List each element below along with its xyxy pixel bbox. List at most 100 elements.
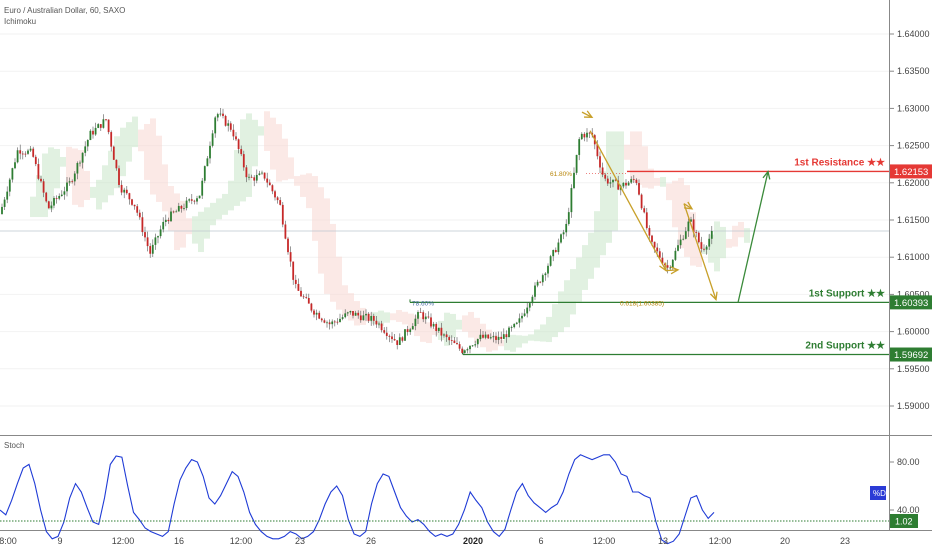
candle-body [183, 208, 185, 209]
candle-body [469, 345, 471, 350]
candle-body [294, 279, 297, 284]
cloud-segment [246, 113, 252, 197]
candle-body [492, 336, 495, 338]
candle-body [279, 200, 282, 205]
candle-body [357, 312, 360, 316]
cloud-segment [408, 313, 414, 331]
cloud-segment [714, 221, 720, 272]
cloud-segment [96, 179, 102, 210]
candle-body [313, 310, 315, 315]
candle-body [682, 238, 685, 240]
candle-body [703, 248, 705, 250]
cloud-segment [282, 138, 288, 181]
candle-body [76, 162, 79, 174]
candle-body [336, 321, 339, 323]
candle-body [497, 336, 500, 340]
candle-body [375, 320, 378, 325]
time-tick-label: 9 [57, 536, 62, 546]
time-tick-label: 23 [840, 536, 850, 546]
candle-body [601, 167, 604, 175]
candle-body [630, 179, 633, 183]
cloud-segment [372, 312, 378, 324]
candle-body [214, 117, 217, 134]
candle-body [352, 311, 354, 316]
cloud-segment [414, 315, 420, 337]
candle-body [523, 313, 526, 316]
cloud-segment [654, 177, 660, 186]
candle-body [188, 199, 191, 201]
candle-body [414, 318, 417, 327]
candle-body [141, 217, 144, 233]
candle-body [287, 238, 289, 253]
cloud-segment [132, 116, 138, 148]
cloud-segment [552, 304, 558, 338]
cloud-segment [348, 293, 354, 321]
candle-body [84, 146, 87, 153]
arrow-head [709, 291, 718, 302]
candle-body [388, 335, 391, 337]
candle-body [331, 321, 334, 325]
candle-body [664, 263, 666, 266]
candle-body [635, 179, 638, 184]
cloud-segment [78, 150, 84, 208]
candle-body [567, 212, 570, 224]
candle-body [237, 139, 240, 150]
candle-body [201, 180, 204, 196]
candle-body [396, 340, 399, 345]
cloud-segment [696, 239, 702, 267]
stoch-legend-box [870, 486, 886, 500]
candle-body [42, 181, 45, 193]
candle-body [669, 267, 672, 269]
candle-body [521, 315, 523, 319]
candle-body [162, 221, 165, 230]
candle-body [203, 166, 206, 181]
candle-body [487, 334, 490, 339]
candle-body [648, 228, 651, 236]
cloud-segment [180, 200, 186, 248]
candle-body [138, 212, 141, 218]
level-price-box [890, 164, 932, 179]
indicator-name: Ichimoku [4, 17, 37, 26]
fib-label: 0.618(1.60385) [620, 301, 664, 308]
candle-body [99, 124, 102, 128]
price-axis: 1.64000 1.63500 1.63000 1.62500 1.62000 1.615… [889, 29, 930, 411]
cloud-segment [720, 226, 726, 259]
candle-body [687, 221, 690, 232]
projection-line [581, 111, 593, 118]
candle-body [310, 303, 313, 311]
stoch-tick-label: 80.00 [897, 457, 920, 467]
candle-body [417, 312, 419, 319]
candle-body [370, 315, 373, 321]
candle-body [328, 322, 331, 325]
candle-body [167, 219, 170, 222]
cloud-segment [588, 232, 594, 279]
cloud-segment [390, 313, 396, 321]
cloud-segment [300, 174, 306, 197]
candle-body [110, 132, 113, 147]
candle-body [120, 184, 123, 193]
candle-body [305, 297, 308, 298]
candle-body [229, 123, 232, 130]
candle-body [206, 158, 209, 167]
stoch-level-value: 1.02 [895, 517, 913, 527]
cloud-segment [270, 117, 276, 170]
candle-body [216, 114, 219, 118]
candle-body [534, 285, 536, 297]
candle-body [482, 334, 484, 338]
price-tick-label: 1.60500 [897, 289, 930, 299]
candle-body [128, 193, 131, 200]
cloud-segment [522, 335, 528, 344]
candle-body [651, 235, 653, 242]
candle-body [60, 194, 63, 196]
candle-body [32, 148, 35, 157]
cloud-segment [30, 196, 36, 218]
cloud-segment [192, 216, 198, 244]
candle-body [362, 315, 365, 321]
candle-body [557, 242, 560, 253]
candle-body [505, 334, 508, 338]
level-price: 1.60393 [894, 298, 928, 309]
cloud-segment [630, 131, 636, 183]
candle-body [419, 312, 422, 313]
candle-body [448, 337, 451, 341]
